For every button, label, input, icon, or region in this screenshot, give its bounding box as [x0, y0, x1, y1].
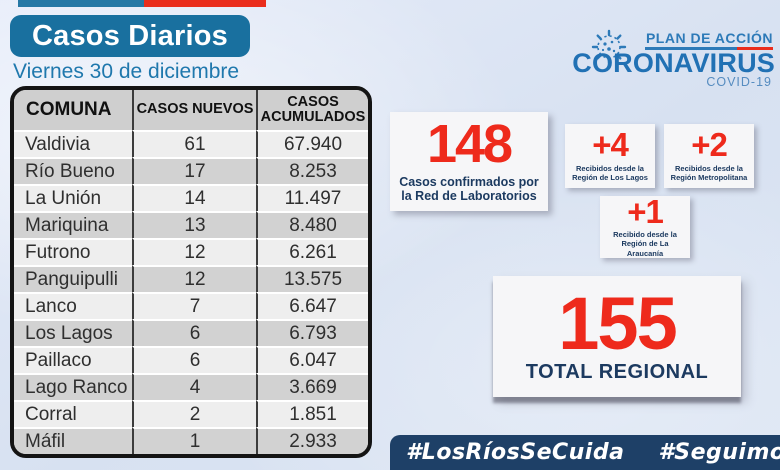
acumulados-cell: 1.851: [256, 400, 368, 427]
nuevos-cell: 12: [132, 265, 256, 292]
nuevos-cell: 17: [132, 157, 256, 184]
acumulados-cell: 13.575: [256, 265, 368, 292]
nuevos-cell: 13: [132, 211, 256, 238]
flag-ribbon: [18, 0, 266, 7]
hashtag-los-rios: #LosRíosSeCuida: [406, 440, 625, 465]
flag-red-segment: [144, 0, 266, 7]
acumulados-cell: 67.940: [256, 130, 368, 157]
table-row: Lanco 7 6.647: [14, 292, 368, 319]
flag-blue-segment: [18, 0, 144, 7]
received-metropolitana-value: +2: [691, 126, 728, 164]
acumulados-cell: 11.497: [256, 184, 368, 211]
table-row: Futrono 12 6.261: [14, 238, 368, 265]
table-row: Panguipulli 12 13.575: [14, 265, 368, 292]
plan-de-accion-label: PLAN DE ACCIÓN: [645, 30, 773, 46]
report-date: Viernes 30 de diciembre: [13, 60, 240, 83]
nuevos-cell: 6: [132, 319, 256, 346]
received-los-lagos-card: +4 Recibidos desde la Región de Los Lago…: [565, 124, 655, 188]
comuna-cell: Valdivia: [14, 130, 132, 157]
table-header-row: COMUNA CASOS NUEVOS CASOS ACUMULADOS: [14, 90, 368, 130]
table-row: Río Bueno 17 8.253: [14, 157, 368, 184]
confirmed-cases-card: 148 Casos confirmados por la Red de Labo…: [390, 112, 548, 211]
plan-underline: [645, 47, 773, 50]
table-row: Mariquina 13 8.480: [14, 211, 368, 238]
nuevos-cell: 2: [132, 400, 256, 427]
total-regional-value: 155: [558, 281, 677, 365]
comuna-cell: Lago Ranco: [14, 373, 132, 400]
received-los-lagos-label: Recibidos desde la Región de Los Lagos: [572, 163, 648, 183]
nuevos-cell: 7: [132, 292, 256, 319]
acumulados-cell: 2.933: [256, 427, 368, 454]
underline-red: [737, 47, 773, 50]
table-row: Corral 2 1.851: [14, 400, 368, 427]
underline-blue: [645, 47, 737, 50]
table-row: La Unión 14 11.497: [14, 184, 368, 211]
coronavirus-logo: PLAN DE ACCIÓN CORONAVIRUS COVID-19: [572, 24, 776, 90]
received-araucania-card: +1 Recibido desde la Región de La Arauca…: [600, 192, 690, 258]
received-metropolitana-label: Recibidos desde la Región Metropolitana: [670, 163, 748, 183]
comuna-cell: Río Bueno: [14, 157, 132, 184]
confirmed-cases-label: Casos confirmados por la Red de Laborato…: [399, 174, 539, 204]
table-row: Máfil 1 2.933: [14, 427, 368, 454]
cases-table: COMUNA CASOS NUEVOS CASOS ACUMULADOS Val…: [10, 86, 372, 458]
acumulados-cell: 6.047: [256, 346, 368, 373]
table-row: Valdivia 61 67.940: [14, 130, 368, 157]
acumulados-cell: 6.647: [256, 292, 368, 319]
acumulados-cell: 6.261: [256, 238, 368, 265]
received-metropolitana-card: +2 Recibidos desde la Región Metropolita…: [664, 124, 754, 188]
table-row: Lago Ranco 4 3.669: [14, 373, 368, 400]
comuna-cell: Corral: [14, 400, 132, 427]
received-los-lagos-value: +4: [592, 126, 629, 164]
confirmed-cases-value: 148: [426, 114, 513, 175]
comuna-cell: La Unión: [14, 184, 132, 211]
comuna-cell: Panguipulli: [14, 265, 132, 292]
comuna-cell: Máfil: [14, 427, 132, 454]
total-regional-card: 155 TOTAL REGIONAL: [493, 276, 741, 397]
hashtag-seguimos: #SeguimosCuidándonos: [658, 440, 780, 465]
nuevos-cell: 61: [132, 130, 256, 157]
acumulados-cell: 8.253: [256, 157, 368, 184]
comuna-cell: Futrono: [14, 238, 132, 265]
comuna-cell: Mariquina: [14, 211, 132, 238]
comuna-cell: Lanco: [14, 292, 132, 319]
column-header-comuna: COMUNA: [14, 90, 132, 130]
hashtag-bar: #LosRíosSeCuida #SeguimosCuidándonos: [390, 435, 780, 470]
coronavirus-wordmark: CORONAVIRUS: [572, 48, 775, 78]
column-header-casos-nuevos: CASOS NUEVOS: [132, 90, 256, 130]
page-title: Casos Diarios: [10, 15, 250, 57]
received-araucania-label: Recibido desde la Región de La Araucanía: [613, 230, 677, 258]
nuevos-cell: 12: [132, 238, 256, 265]
nuevos-cell: 14: [132, 184, 256, 211]
column-header-casos-acumulados: CASOS ACUMULADOS: [256, 90, 368, 130]
acumulados-cell: 8.480: [256, 211, 368, 238]
acumulados-cell: 6.793: [256, 319, 368, 346]
total-regional-label: TOTAL REGIONAL: [525, 361, 709, 384]
comuna-cell: Paillaco: [14, 346, 132, 373]
nuevos-cell: 1: [132, 427, 256, 454]
nuevos-cell: 4: [132, 373, 256, 400]
nuevos-cell: 6: [132, 346, 256, 373]
table-row: Los Lagos 6 6.793: [14, 319, 368, 346]
table-row: Paillaco 6 6.047: [14, 346, 368, 373]
received-araucania-value: +1: [627, 192, 664, 230]
covid19-label: COVID-19: [706, 75, 772, 89]
virus-icon: [591, 29, 627, 65]
comuna-cell: Los Lagos: [14, 319, 132, 346]
acumulados-cell: 3.669: [256, 373, 368, 400]
